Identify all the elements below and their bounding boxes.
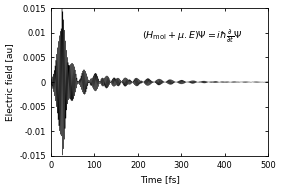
Text: $(H_{\mathrm{mol}} + \mu.E)\Psi = i\hbar\frac{\partial}{\partial t}\Psi$: $(H_{\mathrm{mol}} + \mu.E)\Psi = i\hbar…: [142, 29, 243, 46]
Y-axis label: Electric field [au]: Electric field [au]: [5, 43, 14, 121]
X-axis label: Time [fs]: Time [fs]: [140, 175, 180, 184]
